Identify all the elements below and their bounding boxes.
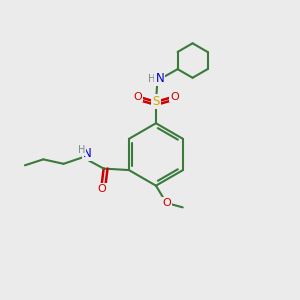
Text: N: N	[155, 72, 164, 85]
Text: H: H	[78, 145, 85, 155]
Text: O: O	[133, 92, 142, 101]
Text: N: N	[82, 147, 91, 160]
Text: O: O	[162, 198, 171, 208]
Text: O: O	[97, 184, 106, 194]
Text: S: S	[152, 95, 160, 108]
Text: O: O	[170, 92, 179, 101]
Text: H: H	[148, 74, 156, 84]
